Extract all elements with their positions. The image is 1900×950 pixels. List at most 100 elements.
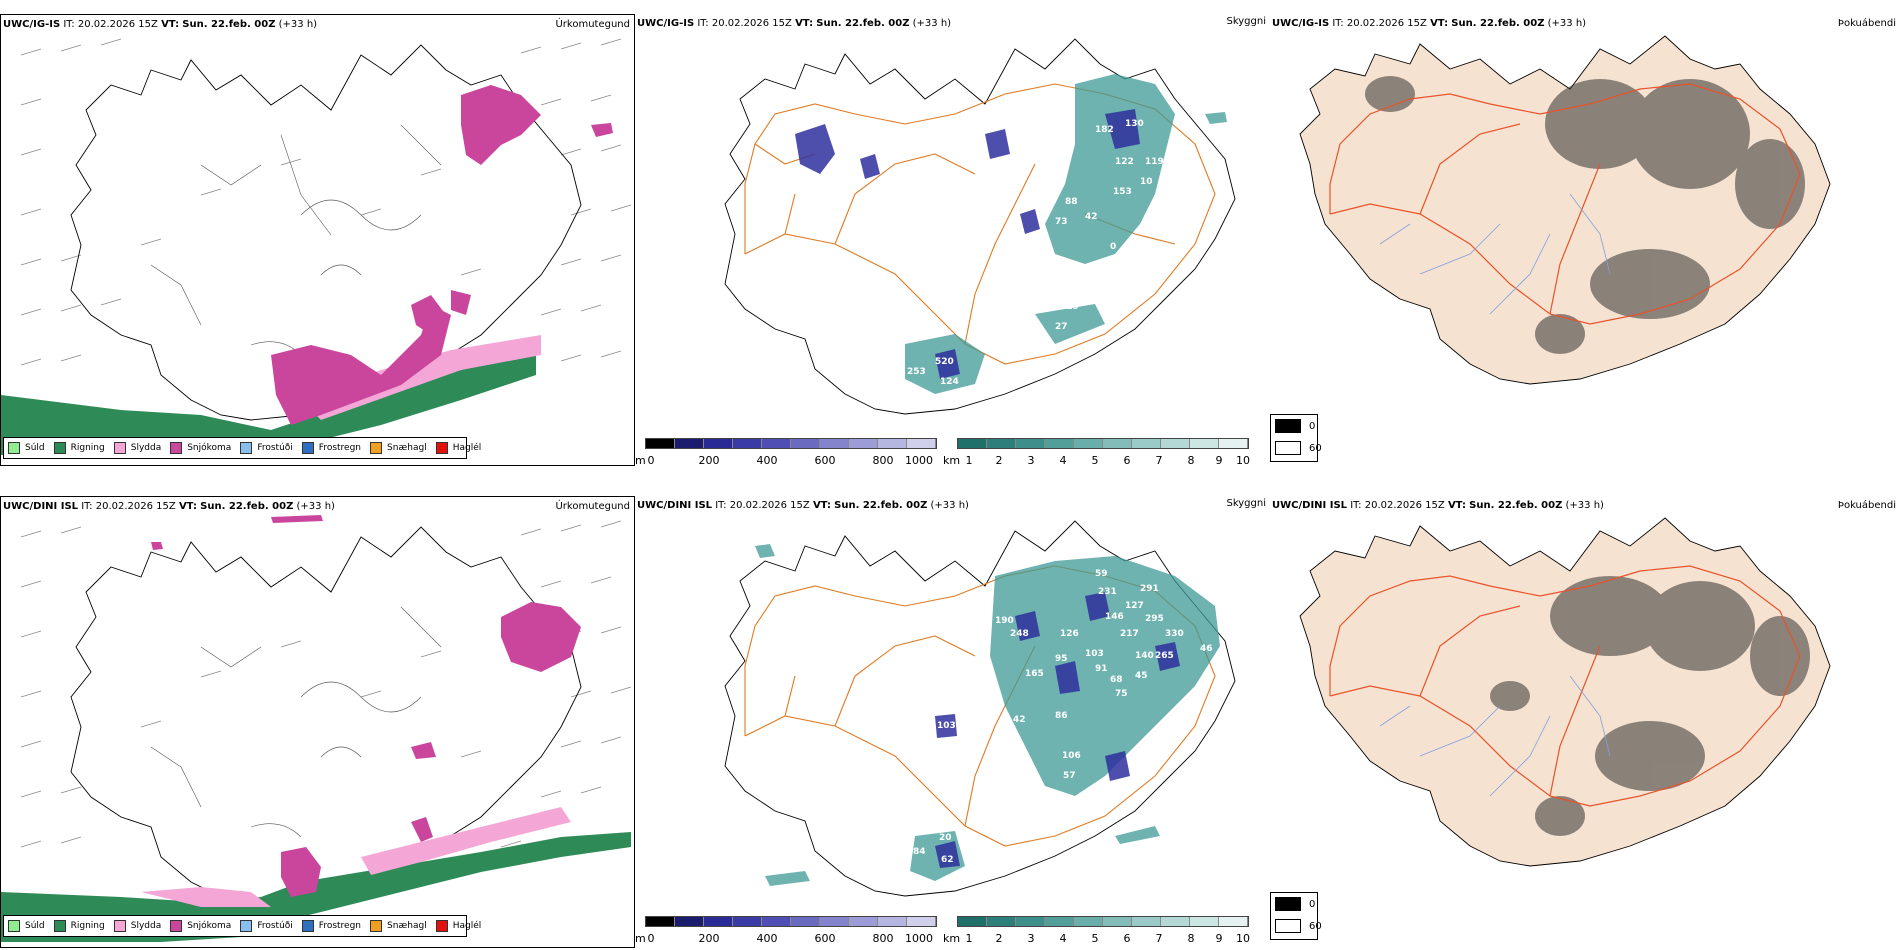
vis-label: 68	[1110, 675, 1123, 685]
vis-label: 119	[1145, 157, 1164, 167]
cloud-base-unit: m	[635, 932, 646, 945]
visibility-teal-areas	[905, 74, 1227, 394]
cloud-base-tick: 600	[814, 454, 836, 466]
vis-label: 127	[1125, 601, 1144, 611]
vis-label: 20	[939, 833, 952, 843]
cloud-base-tick: 200	[698, 454, 720, 466]
wind-barbs	[20, 520, 632, 848]
swatch-freezing-drizzle	[240, 920, 253, 932]
vis-label: 126	[1060, 629, 1079, 639]
swatch-snow	[170, 920, 183, 932]
iceland-coastline	[724, 520, 1236, 897]
vis-label: 95	[1055, 654, 1068, 664]
vis-label: 27	[1055, 322, 1068, 332]
mask-swatch-black	[1275, 897, 1301, 911]
vis-label: 75	[1115, 689, 1128, 699]
fog-index-panel-top: UWC/IG-IS IT: 20.02.2026 15Z VT: Sun. 22…	[1270, 14, 1900, 466]
fog-title-top: Þokuábendi	[1837, 18, 1896, 29]
visibility-tick: 3	[1027, 932, 1035, 945]
cloud-base-tick: 0	[647, 932, 655, 945]
vis-label: 57	[1063, 771, 1076, 781]
vis-label: 126	[1033, 267, 1052, 277]
precip-type-panel-top: UWC/IG-IS IT: 20.02.2026 15Z VT: Sun. 22…	[0, 14, 635, 466]
vis-label: 84	[913, 847, 926, 857]
cloud-base-tick: 800	[872, 454, 894, 466]
swatch-freezing-drizzle	[240, 442, 253, 454]
vis-label: 119	[1060, 302, 1079, 312]
visibility-unit: km	[943, 454, 961, 466]
cloud-base-tick: 1000	[905, 454, 933, 466]
vis-label: 217	[1120, 629, 1139, 639]
swatch-hail	[435, 442, 448, 454]
cloud-base-tick: 800	[872, 932, 894, 945]
precip-snow	[151, 515, 581, 897]
vis-label: 83	[1030, 235, 1043, 245]
precip-snow-south	[271, 305, 451, 425]
vis-label: 81	[1115, 257, 1128, 267]
fog-shading	[1490, 576, 1810, 836]
vis-label: 10	[960, 237, 973, 247]
vis-label: 520	[935, 357, 954, 367]
header-top-fog: UWC/IG-IS IT: 20.02.2026 15Z VT: Sun. 22…	[1272, 18, 1587, 29]
cloud-base-tick: 400	[756, 454, 778, 466]
precip-type-panel-bottom: UWC/DINI ISL IT: 20.02.2026 15Z VT: Sun.…	[0, 496, 635, 948]
visibility-tick: 4	[1059, 454, 1067, 466]
vis-label: 330	[1165, 629, 1184, 639]
cloud-base-colorbar-bottom: m 0 200 400 600 800 1000	[635, 916, 937, 948]
visibility-tick: 9	[1215, 932, 1223, 945]
swatch-rain	[53, 442, 66, 454]
precip-legend-bottom: Súld Rigning Slydda Snjókoma Frostúði Fr…	[3, 915, 481, 937]
vis-label: 91	[1095, 664, 1108, 674]
visibility-tick: 1	[965, 454, 973, 466]
fog-roads	[1329, 565, 1801, 807]
vis-label: 182	[1095, 125, 1114, 135]
precip-snow-mid	[411, 290, 471, 335]
visibility-tick: 2	[995, 454, 1003, 466]
roads	[744, 83, 1216, 365]
vis-label: 165	[1025, 669, 1044, 679]
mask-label: 0	[1309, 420, 1316, 432]
vis-label: 10	[1140, 177, 1153, 187]
visibility-labels: 182 130 119 122 111 10 153 88 73 42 83 8…	[907, 119, 1164, 387]
vis-label: 153	[1113, 187, 1132, 197]
vis-label: 86	[1055, 711, 1068, 721]
vis-label: 248	[1010, 629, 1029, 639]
swatch-sleet	[113, 920, 126, 932]
swatch-drizzle	[8, 920, 20, 932]
iceland-coastline	[724, 38, 1236, 415]
visibility-teal-areas	[755, 544, 1220, 886]
vis-title-top: Skyggni	[1226, 16, 1266, 27]
vis-label: 231	[1098, 587, 1117, 597]
fog-roads	[1329, 83, 1801, 325]
vis-label: 45	[1135, 671, 1148, 681]
visibility-panel-top: 182 130 119 122 111 10 153 88 73 42 83 8…	[635, 14, 1270, 466]
vis-label: 103	[1085, 649, 1104, 659]
fog-mask-legend-bottom: 0 60	[1270, 892, 1322, 940]
visibility-tick: 5	[1091, 454, 1099, 466]
vis-label: 42	[1085, 212, 1098, 222]
visibility-tick: 3	[1027, 454, 1035, 466]
internal-contours	[150, 124, 442, 356]
visibility-map-bottom: 59 231 291 127 190 146 295 248 126 217 3…	[724, 520, 1236, 897]
swatch-drizzle	[8, 442, 20, 454]
vis-label: 295	[1145, 614, 1164, 624]
visibility-tick: 4	[1059, 932, 1067, 945]
precip-snow-ne	[461, 85, 613, 165]
vis-label: 103	[937, 721, 956, 731]
visibility-tick: 10	[1236, 932, 1250, 945]
visibility-tick: 1	[965, 932, 973, 945]
swatch-hail	[435, 920, 448, 932]
precip-type-map-top	[1, 38, 632, 455]
fog-index-map-top	[1299, 35, 1831, 385]
mask-swatch-black	[1275, 419, 1301, 433]
swatch-snow-pellets	[370, 442, 383, 454]
visibility-tick: 6	[1123, 932, 1131, 945]
visibility-labels: 59 231 291 127 190 146 295 248 126 217 3…	[913, 569, 1213, 865]
swatch-sleet	[113, 442, 126, 454]
header-bottom-vis: UWC/DINI ISL IT: 20.02.2026 15Z VT: Sun.…	[637, 500, 969, 511]
mask-label: 0	[1309, 898, 1316, 910]
precip-legend-top: Súld Rigning Slydda Snjókoma Frostúði Fr…	[3, 437, 481, 459]
internal-contours	[150, 606, 442, 838]
vis-label: 111	[1040, 177, 1059, 187]
visibility-panel-bottom: 59 231 291 127 190 146 295 248 126 217 3…	[635, 496, 1270, 948]
